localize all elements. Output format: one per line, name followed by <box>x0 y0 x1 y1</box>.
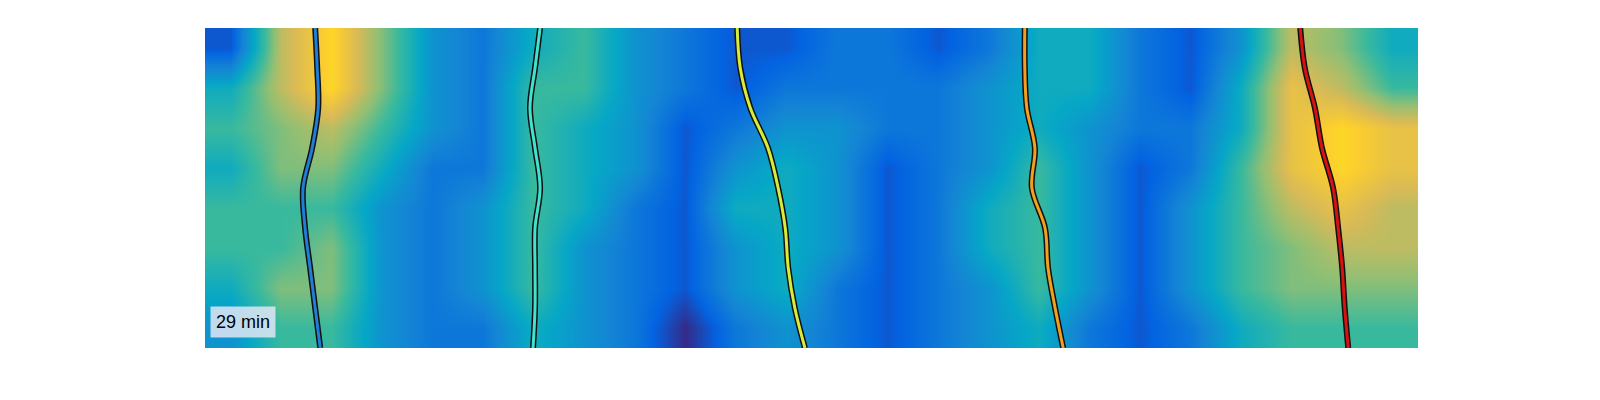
svg-text:29 min: 29 min <box>216 312 270 332</box>
